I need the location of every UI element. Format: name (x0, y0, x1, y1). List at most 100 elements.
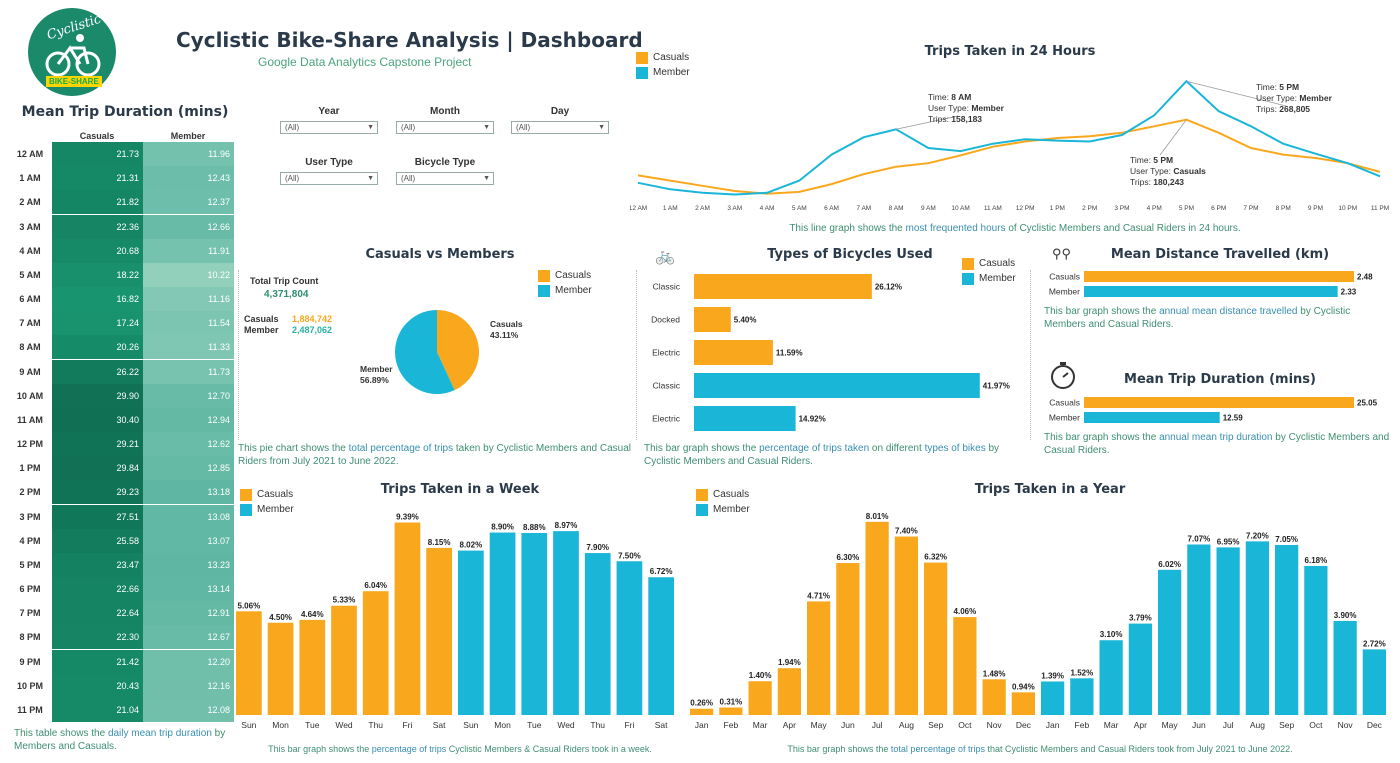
bar-casuals (748, 681, 772, 715)
legend-label: Member (653, 67, 690, 78)
filter-bicycle-type-select[interactable]: (All) ▼ (396, 172, 494, 185)
bar-category-label: Aug (899, 720, 914, 730)
table-row: 10 AM 29.90 12.70 (10, 383, 234, 408)
bar-casuals (299, 619, 326, 715)
filter-month-select[interactable]: (All) ▼ (396, 121, 494, 134)
casual-duration-cell: 27.51 (52, 504, 143, 529)
filter-label-year: Year (318, 106, 340, 117)
annotation-key: Trips: (928, 114, 951, 124)
bar-category-label: Thu (368, 720, 383, 730)
bar-category-label: Jan (1046, 720, 1060, 730)
total-trip-count-value: 4,371,804 (264, 289, 309, 300)
bar-casuals (267, 622, 294, 715)
caption-text: Cyclistic Members & Casual Riders took i… (446, 744, 652, 754)
annotation-value: 5 PM (1279, 82, 1299, 92)
legend-item-member: Member (636, 65, 690, 80)
chevron-down-icon: ▼ (483, 124, 490, 131)
bar-value-label: 4.06% (954, 607, 977, 616)
trips24-title: Trips Taken in 24 Hours (924, 44, 1096, 59)
bar-value-label: 25.05 (1357, 399, 1378, 408)
casual-duration-cell: 29.23 (52, 480, 143, 505)
bar-category-label: Classic (653, 381, 681, 391)
bar-category-label: Wed (557, 720, 575, 730)
bar-value-label: 4.71% (807, 591, 830, 600)
hour-label: 11 AM (17, 414, 43, 425)
divider (238, 270, 239, 440)
bar-category-label: Aug (1250, 720, 1265, 730)
filter-year-select[interactable]: (All) ▼ (280, 121, 378, 134)
annotation-value: 5 PM (1153, 155, 1173, 165)
filter-label-bicycle-type: Bicycle Type (414, 157, 476, 168)
member-duration-cell: 12.62 (143, 432, 234, 457)
bar-category-label: Nov (987, 720, 1003, 730)
bar-member (648, 577, 674, 715)
casual-duration-cell: 18.22 (52, 262, 143, 287)
table-row: 9 PM 21.42 12.20 (10, 649, 234, 674)
table-row: 4 AM 20.68 11.91 (10, 238, 234, 263)
annotation-line: Trips: 268,805 (1256, 104, 1310, 114)
hour-label: 7 PM (19, 608, 41, 619)
bar-member (694, 373, 980, 398)
member-duration-cell: 12.08 (143, 697, 234, 722)
bar-member (553, 531, 579, 715)
bar-casuals (394, 522, 421, 715)
annotation-value: 180,243 (1153, 177, 1184, 187)
annotation-value: Member (1299, 93, 1332, 103)
hour-label: 8 PM (19, 632, 41, 643)
pie-label-member: Member (360, 364, 393, 374)
bar-category-label: Feb (1075, 720, 1090, 730)
bar-casuals (719, 707, 743, 715)
table-row: 10 PM 20.43 12.16 (10, 673, 234, 698)
total-trip-count-label: Total Trip Count (250, 276, 319, 286)
bar-value-label: 3.10% (1100, 630, 1123, 639)
bar-category-label: Member (1049, 413, 1080, 423)
hour-label: 10 AM (16, 390, 44, 401)
casual-duration-cell: 21.31 (52, 166, 143, 191)
bar-member (1216, 547, 1240, 715)
caption-text: This pie chart shows the (238, 443, 349, 454)
casual-duration-cell: 21.04 (52, 697, 143, 722)
bar-category-label: Nov (1338, 720, 1354, 730)
series-line-casuals (637, 118, 1381, 195)
annotation-key: Time: (928, 92, 951, 102)
annotation-key: Time: (1256, 82, 1279, 92)
bar-value-label: 0.94% (1012, 682, 1035, 691)
filter-day-select[interactable]: (All) ▼ (511, 121, 609, 134)
caption-highlight: percentage of trips taken (759, 443, 870, 454)
annotation-line: Time: 5 PM (1130, 155, 1173, 165)
casual-duration-cell: 21.73 (52, 142, 143, 167)
bar-casuals (953, 617, 977, 715)
bikes-title: Types of Bicycles Used (767, 247, 933, 262)
bar-value-label: 7.07% (1188, 534, 1211, 543)
page-subtitle: Google Data Analytics Capstone Project (258, 55, 472, 69)
x-tick-label: 9 AM (921, 205, 936, 212)
bar-category-label: May (1162, 720, 1179, 730)
chevron-down-icon: ▼ (598, 124, 605, 131)
table-row: 7 PM 22.64 12.91 (10, 601, 234, 626)
table-row: 3 AM 22.36 12.66 (10, 214, 234, 239)
casual-duration-cell: 22.30 (52, 625, 143, 650)
caption-highlight: annual mean trip duration (1159, 432, 1273, 443)
bar-value-label: 2.72% (1363, 639, 1386, 648)
x-tick-label: 11 AM (984, 205, 1002, 212)
bar-value-label: 8.97% (555, 521, 578, 530)
annotation-key: User Type: (928, 103, 971, 113)
pie-caption: This pie chart shows the total percentag… (238, 442, 633, 468)
bar-value-label: 1.40% (749, 671, 772, 680)
table-row: 12 PM 29.21 12.62 (10, 432, 234, 457)
casual-duration-cell: 20.26 (52, 335, 143, 360)
casual-duration-cell: 21.42 (52, 649, 143, 674)
casual-duration-cell: 21.82 (52, 190, 143, 215)
bikes-chart: Classic 26.12% Docked 5.40% Electric 11.59% Cl… (651, 274, 1010, 431)
filter-label-user-type: User Type (305, 157, 353, 168)
filter-user-type-select[interactable]: (All) ▼ (280, 172, 378, 185)
x-tick-label: 8 AM (889, 205, 904, 212)
bar-member (521, 532, 548, 715)
bar-category-label: Fri (402, 720, 412, 730)
bar-casuals (236, 611, 262, 715)
bar-casuals (1084, 397, 1354, 408)
annotation-line: Trips: 158,183 (928, 114, 982, 124)
hour-label: 4 PM (19, 535, 41, 546)
legend-swatch-member (696, 503, 708, 516)
bar-value-label: 4.50% (269, 613, 292, 622)
